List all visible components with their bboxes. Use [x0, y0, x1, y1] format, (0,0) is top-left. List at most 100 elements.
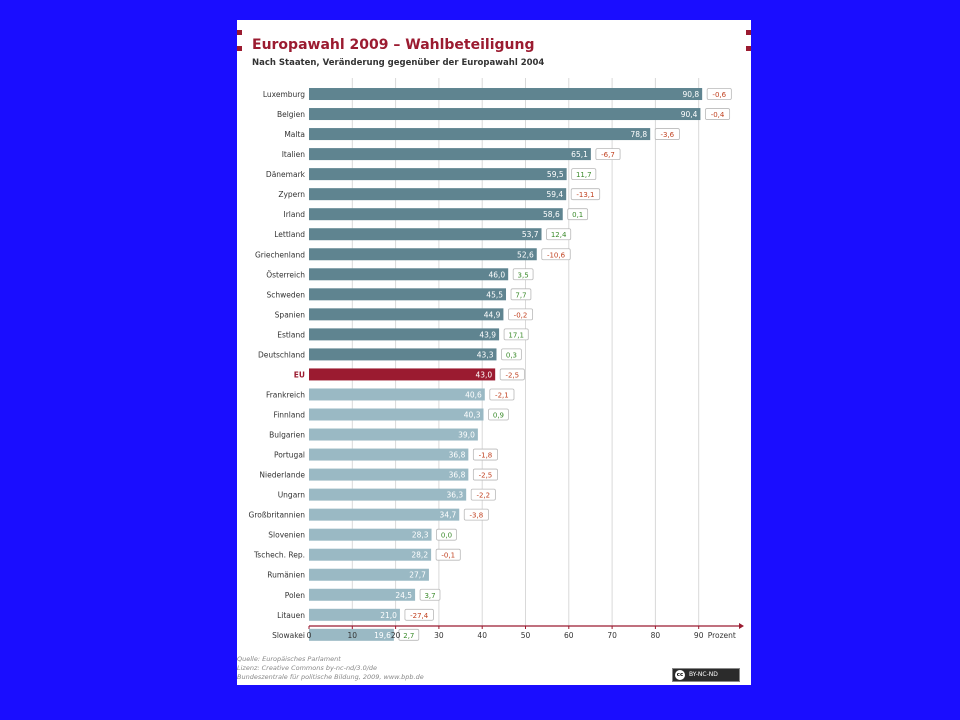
- bar: [309, 288, 507, 301]
- value-label: 19,6: [374, 631, 391, 640]
- x-tick-label: 80: [651, 631, 661, 640]
- bar: [309, 588, 416, 601]
- value-label: 65,1: [571, 150, 588, 159]
- value-label: 52,6: [517, 250, 534, 259]
- category-label: Malta: [284, 130, 305, 139]
- bar: [309, 188, 567, 201]
- change-badge: [705, 108, 731, 120]
- source-note: Quelle: Europäisches Parlament Lizenz: C…: [237, 655, 424, 682]
- value-label: 43,9: [479, 330, 496, 339]
- value-label: 44,9: [484, 310, 501, 319]
- change-badge: [499, 368, 525, 381]
- value-label: 59,4: [546, 190, 563, 199]
- bar: [309, 328, 500, 341]
- bar: [309, 488, 467, 501]
- change-label: 3,7: [424, 592, 435, 600]
- change-badge: [488, 408, 509, 421]
- change-badge: [472, 468, 498, 481]
- category-label: Ungarn: [278, 491, 306, 500]
- change-label: -3,6: [660, 131, 674, 139]
- x-axis-label: Prozent: [708, 631, 736, 640]
- value-label: 43,0: [475, 370, 492, 379]
- value-label: 45,5: [486, 290, 503, 299]
- category-label: Niederlande: [259, 471, 305, 480]
- value-label: 21,0: [380, 611, 397, 620]
- change-label: -2,5: [479, 472, 493, 480]
- change-badge: [419, 588, 441, 601]
- change-badge: [595, 148, 621, 161]
- value-label: 59,5: [547, 170, 564, 179]
- x-tick-label: 60: [564, 631, 574, 640]
- chart-subtitle: Nach Staaten, Veränderung gegenüber der …: [252, 58, 545, 68]
- x-tick-label: 0: [307, 631, 312, 640]
- change-badge: [570, 188, 601, 201]
- chart-title: Europawahl 2009 – Wahlbeteiligung: [252, 37, 535, 53]
- bar: [309, 368, 496, 381]
- chart-card: Europawahl 2009 – Wahlbeteiligung Nach S…: [237, 20, 751, 685]
- x-tick-label: 10: [348, 631, 358, 640]
- change-badge: [436, 528, 457, 541]
- value-label: 53,7: [522, 230, 539, 239]
- bar: [309, 308, 504, 321]
- category-label: Deutschland: [258, 350, 305, 359]
- change-badge: [571, 168, 597, 181]
- change-label: 0,9: [493, 411, 504, 419]
- change-badge: [472, 448, 498, 461]
- value-label: 24,5: [395, 591, 412, 600]
- category-label: Schweden: [266, 290, 305, 299]
- bar-chart: Luxemburg 90,8 -0,6 Belgien 90,4 -0,4 Malta 78,…: [249, 78, 744, 641]
- bar: [309, 348, 497, 361]
- change-badge: [654, 128, 680, 140]
- category-label: Bulgarien: [269, 431, 305, 440]
- category-label: Lettland: [274, 230, 305, 239]
- bar: [309, 528, 432, 541]
- x-axis-arrow: [739, 623, 744, 629]
- category-label: Spanien: [275, 310, 306, 319]
- value-label: 46,0: [488, 270, 505, 279]
- x-tick-label: 30: [434, 631, 444, 640]
- bar: [309, 628, 394, 641]
- value-label: 36,8: [449, 471, 466, 480]
- category-label: Tschech. Rep.: [253, 551, 305, 560]
- x-tick-label: 50: [521, 631, 531, 640]
- change-badge: [398, 628, 420, 641]
- category-label: Polen: [285, 591, 306, 600]
- change-label: 17,1: [508, 331, 524, 339]
- bar: [309, 128, 651, 141]
- x-tick-label: 20: [391, 631, 401, 640]
- change-label: 0,0: [441, 532, 452, 540]
- bar: [309, 388, 485, 401]
- category-label: Luxemburg: [263, 90, 305, 99]
- category-label: Portugal: [274, 451, 305, 460]
- change-label: -0,6: [712, 91, 726, 99]
- bar: [309, 428, 478, 441]
- change-label: -0,2: [514, 311, 528, 319]
- value-label: 78,8: [631, 130, 648, 139]
- bar: [309, 88, 703, 101]
- change-badge: [404, 608, 434, 621]
- change-badge: [501, 348, 522, 361]
- change-label: -27,4: [410, 612, 429, 620]
- bar: [309, 548, 432, 561]
- category-label: Italien: [282, 150, 306, 159]
- bar: [309, 108, 701, 121]
- category-label: Dänemark: [266, 170, 306, 179]
- source-line: Quelle: Europäisches Parlament: [237, 655, 341, 663]
- cc-icon: cc: [675, 670, 685, 680]
- x-tick-label: 70: [607, 631, 617, 640]
- change-label: -10,6: [547, 251, 566, 259]
- category-label: Frankreich: [266, 390, 305, 399]
- change-label: -2,5: [505, 371, 519, 379]
- corner-mark-top-right-lower: [746, 46, 751, 51]
- bar: [309, 448, 469, 461]
- value-label: 43,3: [477, 350, 494, 359]
- bar: [309, 148, 591, 161]
- category-label: EU: [294, 370, 305, 379]
- category-label: Österreich: [266, 270, 305, 279]
- change-label: -2,1: [495, 391, 509, 399]
- cc-license-badge[interactable]: cc BY-NC-ND: [672, 668, 740, 682]
- category-label: Irland: [284, 210, 306, 219]
- license-badge-label: BY-NC-ND: [689, 671, 718, 678]
- change-label: -0,4: [711, 111, 725, 119]
- category-label: Slowakei: [272, 631, 305, 640]
